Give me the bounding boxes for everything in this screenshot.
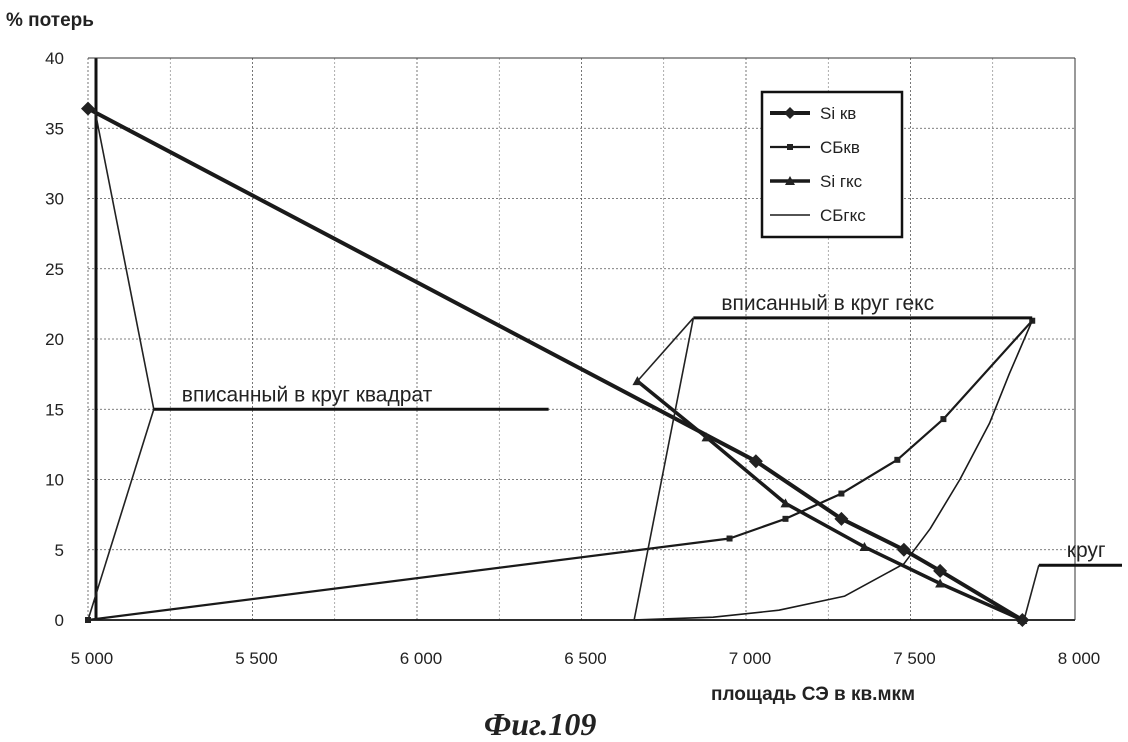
data-point-square xyxy=(787,144,793,150)
y-tick-label: 35 xyxy=(45,119,64,138)
x-tick-label: 5 000 xyxy=(71,649,114,668)
data-point-square xyxy=(894,457,900,463)
legend-label: Si гкс xyxy=(820,172,863,191)
x-tick-label: 5 500 xyxy=(235,649,278,668)
y-tick-label: 5 xyxy=(55,541,64,560)
series-4 xyxy=(634,321,1032,620)
x-tick-label: 7 500 xyxy=(893,649,936,668)
chart-grid xyxy=(88,58,1075,620)
y-tick-label: 10 xyxy=(45,471,64,490)
data-point-square xyxy=(940,416,946,422)
x-tick-label: 6 500 xyxy=(564,649,607,668)
series-line xyxy=(634,321,1032,620)
annotation-label: вписанный в круг квадрат xyxy=(182,383,433,406)
x-tick-label: 6 000 xyxy=(400,649,443,668)
annotation-leader xyxy=(88,409,154,620)
data-point-square xyxy=(782,516,788,522)
annotation-leader xyxy=(95,109,154,410)
y-tick-label: 0 xyxy=(55,611,64,630)
y-tick-label: 30 xyxy=(45,190,64,209)
annotation-leader xyxy=(1024,565,1039,620)
data-point-square xyxy=(838,491,844,497)
x-tick-label: 8 000 xyxy=(1058,649,1101,668)
legend-label: СБгкс xyxy=(820,206,866,225)
y-tick-label: 15 xyxy=(45,400,64,419)
annotation-label: круг xyxy=(1067,539,1106,562)
legend-label: Si кв xyxy=(820,104,856,123)
series-line xyxy=(88,321,1032,620)
annotation: вписанный в круг квадрат xyxy=(88,109,549,620)
annotation: круг xyxy=(1024,539,1122,620)
y-tick-label: 20 xyxy=(45,330,64,349)
annotation-leader xyxy=(637,318,693,381)
data-point-diamond xyxy=(81,102,95,116)
chart-legend: Si кв СБкв Si гкс СБгкс xyxy=(762,92,902,237)
y-axis-label: % потерь xyxy=(6,10,94,31)
legend-label: СБкв xyxy=(820,138,860,157)
x-tick-label: 7 000 xyxy=(729,649,772,668)
y-tick-label: 25 xyxy=(45,260,64,279)
data-point-square xyxy=(727,536,733,542)
chart-annotations: вписанный в круг квадрат вписанный в круг… xyxy=(88,109,1122,620)
series-2 xyxy=(85,318,1035,623)
figure-caption: Фиг.109 xyxy=(484,706,596,742)
annotation-label: вписанный в круг гекс xyxy=(721,292,934,315)
y-tick-label: 40 xyxy=(45,49,64,68)
x-axis-label: площадь СЭ в кв.мкм xyxy=(711,684,915,705)
